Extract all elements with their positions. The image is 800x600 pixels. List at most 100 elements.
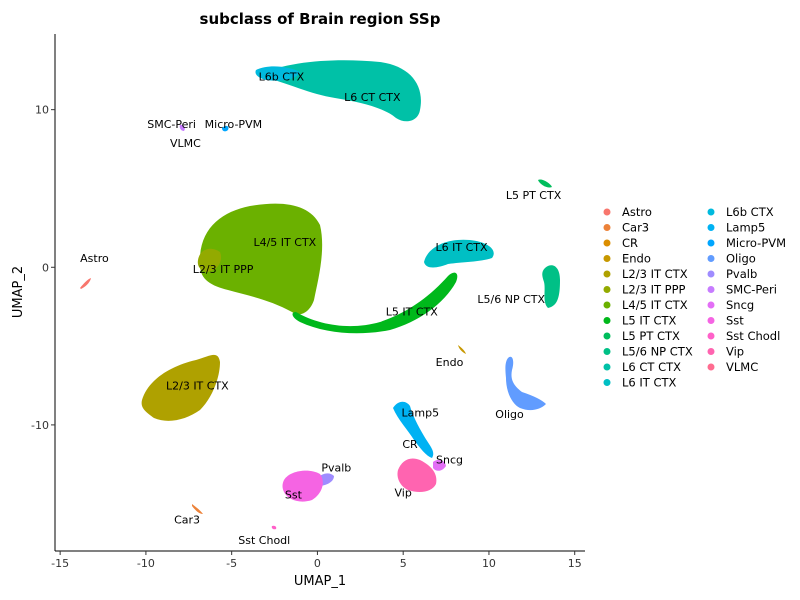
cluster-label: Astro [80,252,109,265]
cluster-label: L2/3 IT PPP [193,263,254,276]
legend-entry: L6b CTX [726,205,774,219]
cluster-l2-3-it-ctx [141,354,220,421]
cluster-label: VLMC [170,137,201,150]
legend-entry: SMC-Peri [726,283,777,297]
cluster-label: Endo [436,356,464,369]
legend-swatch [603,379,611,386]
legend-swatch [603,208,611,216]
cluster-micro-pvm [222,125,229,132]
legend-swatch [707,301,715,309]
legend-swatch [707,239,715,247]
cluster-label: Sncg [436,454,463,467]
cluster-label: Car3 [174,513,200,526]
cluster-l5-it-ctx [292,272,458,334]
legend-swatch [603,270,611,278]
cluster-label: L6b CTX [259,71,305,84]
cluster-smc-peri [179,124,185,131]
legend-swatch [707,348,715,355]
cluster-label: L6 CT CTX [344,91,401,104]
legend-swatch [603,363,611,371]
cluster-sst-chodl [271,525,277,530]
legend-swatch [603,286,611,293]
cluster-label: L5 IT CTX [386,305,438,318]
cluster-label: SMC-Peri [147,118,196,131]
cluster-l6-it-ctx [424,239,494,268]
x-tick-label: 0 [314,557,321,570]
cluster-label: Vip [395,487,412,500]
x-tick-label: 5 [400,557,407,570]
legend-entry: L5 PT CTX [622,329,680,343]
cluster-sst [282,470,323,502]
cluster-points [80,60,560,530]
cluster-l4-5-it-ctx [199,203,323,315]
legend-entry: L2/3 IT PPP [622,283,686,297]
cluster-sncg [433,459,446,471]
x-ticks: -15 -10 -5 0 5 10 15 [51,551,582,570]
x-tick-label: 10 [482,557,496,570]
legend-entry: Vip [726,345,744,359]
x-tick-label: -5 [226,557,237,570]
cluster-label: L5 PT CTX [506,189,562,202]
legend-swatch [707,224,715,231]
cluster-l2-3-it-ppp [197,248,222,272]
axes: -15 -10 -5 0 5 10 15 -10 0 10 [31,34,585,570]
legend-swatch [603,224,611,231]
cluster-label: Sst [285,488,303,501]
legend-swatch [707,363,715,371]
x-tick-label: -10 [137,557,155,570]
chart-title: subclass of Brain region SSp [200,10,441,28]
cluster-label: Oligo [495,408,524,421]
cluster-label: Lamp5 [402,406,440,419]
legend-entry: Astro [622,205,652,219]
cluster-car3 [192,504,203,514]
x-tick-label: -15 [51,557,69,570]
cluster-label: CR [402,438,418,451]
legend-entry: Sst [726,314,744,328]
cluster-label: Sst Chodl [238,534,290,547]
legend-swatch [707,208,715,216]
legend-swatch [707,332,715,340]
legend-swatch [707,286,715,293]
cluster-label: Micro-PVM [205,118,262,131]
cluster-astro [80,278,91,289]
legend-swatch [603,348,611,355]
legend-entry: L4/5 IT CTX [622,298,688,312]
legend-swatch [707,255,715,262]
legend-swatch [603,239,611,247]
cluster-lamp5 [393,401,434,458]
x-tick-label: 15 [568,557,582,570]
cluster-l6b-ctx [255,66,300,81]
cluster-label: L6 IT CTX [435,241,487,254]
legend-entry: Endo [622,252,651,266]
legend-entry: Sncg [726,298,754,312]
y-tick-label: 10 [35,104,49,117]
legend-entry: Pvalb [726,267,757,281]
legend-entry: Micro-PVM [726,236,786,250]
y-tick-label: -10 [31,419,49,432]
cluster-label: L4/5 IT CTX [253,236,316,249]
legend-swatch [603,255,611,262]
legend-swatch [603,317,611,324]
legend-entry: Lamp5 [726,221,765,235]
cluster-label: Pvalb [321,461,351,474]
legend-swatch [707,270,715,278]
legend-swatch [707,317,715,324]
y-ticks: -10 0 10 [31,104,55,432]
legend-entry: L2/3 IT CTX [622,267,688,281]
y-axis-title: UMAP_2 [11,266,26,318]
cluster-l5-6-np-ctx [542,265,560,308]
cluster-endo [458,345,466,354]
legend-swatch [603,301,611,309]
legend-entry: CR [622,236,638,250]
legend-entry: VLMC [726,360,758,374]
x-axis-title: UMAP_1 [294,574,346,589]
legend-entry: Oligo [726,252,756,266]
cluster-labels: L6b CTX L6 CT CTX SMC-Peri Micro-PVM VLMC L5 … [80,71,562,547]
y-tick-label: 0 [42,261,49,274]
legend-entry: Car3 [622,221,649,235]
legend-entry: L6 IT CTX [622,376,677,390]
legend-entry: Sst Chodl [726,329,780,343]
legend-entry: L6 CT CTX [622,360,681,374]
